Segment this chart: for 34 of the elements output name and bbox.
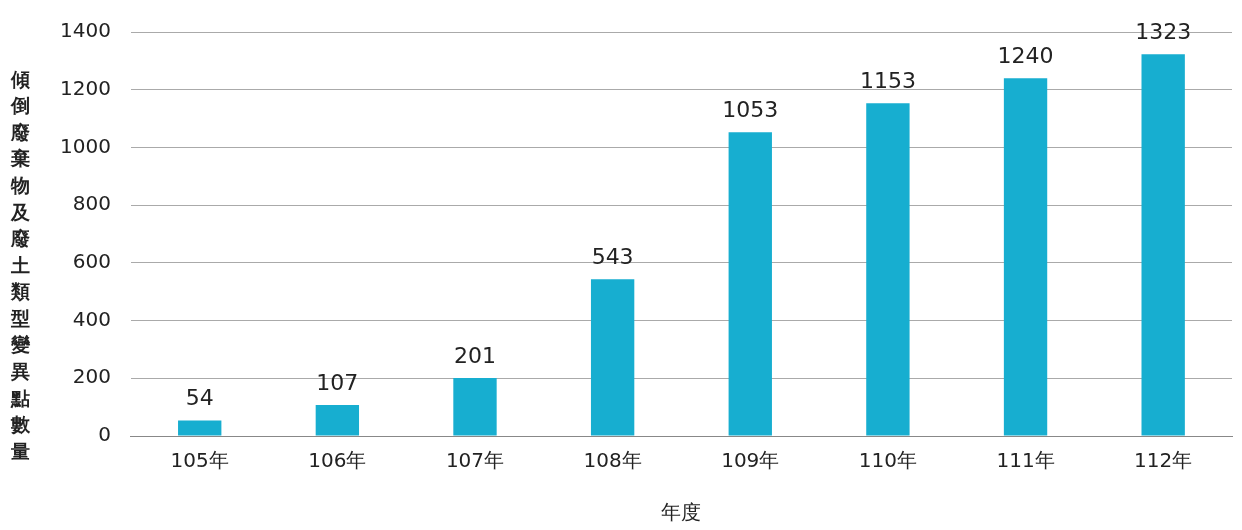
data-label: 1240 (997, 42, 1054, 68)
x-tick-label: 109年 (721, 448, 780, 473)
x-tick-label: 106年 (308, 448, 367, 473)
data-label: 1323 (1135, 18, 1192, 44)
y-tick-label: 0 (98, 422, 111, 447)
bar (1141, 54, 1185, 436)
y-tick-label: 200 (72, 364, 111, 389)
bar (728, 132, 772, 436)
bar (453, 378, 497, 436)
x-tick-label: 108年 (583, 448, 642, 473)
bar (590, 279, 635, 436)
bar (315, 405, 360, 436)
data-label: 107 (316, 369, 359, 395)
bar (1003, 78, 1048, 436)
y-tick-label: 1000 (59, 133, 111, 158)
data-label: 54 (185, 385, 214, 411)
data-label: 1153 (859, 68, 916, 93)
y-tick-label: 1200 (59, 75, 111, 100)
data-label: 543 (591, 244, 634, 270)
x-tick-label: 111年 (996, 448, 1055, 473)
bar (178, 420, 222, 436)
x-tick-label: 112年 (1134, 448, 1193, 473)
y-tick-label: 600 (72, 249, 111, 274)
y-tick-label: 400 (72, 306, 111, 331)
x-tick-label: 107年 (445, 448, 505, 473)
data-label: 201 (453, 342, 496, 368)
y-tick-label: 800 (72, 191, 111, 216)
x-axis-title: 年度 (661, 500, 702, 525)
y-tick-label: 1400 (59, 18, 111, 43)
x-tick-label: 110年 (858, 448, 917, 473)
text: 傾倒廢棄物及廢土類型變異點數量 (10, 67, 30, 462)
bar (866, 103, 910, 436)
x-tick-label: 105年 (170, 448, 229, 473)
data-label: 1053 (722, 96, 779, 122)
